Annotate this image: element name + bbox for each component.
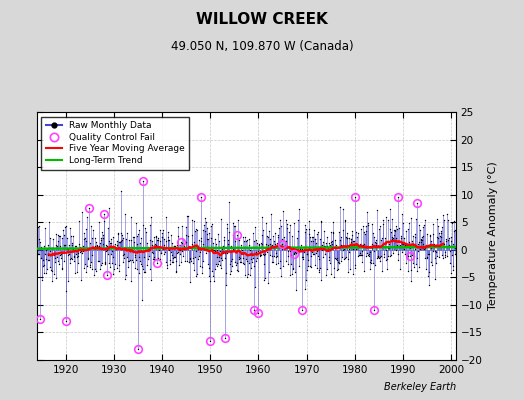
Text: WILLOW CREEK: WILLOW CREEK xyxy=(196,12,328,27)
Text: 49.050 N, 109.870 W (Canada): 49.050 N, 109.870 W (Canada) xyxy=(171,40,353,53)
Legend: Raw Monthly Data, Quality Control Fail, Five Year Moving Average, Long-Term Tren: Raw Monthly Data, Quality Control Fail, … xyxy=(41,116,190,170)
Text: Berkeley Earth: Berkeley Earth xyxy=(384,382,456,392)
Y-axis label: Temperature Anomaly (°C): Temperature Anomaly (°C) xyxy=(488,162,498,310)
